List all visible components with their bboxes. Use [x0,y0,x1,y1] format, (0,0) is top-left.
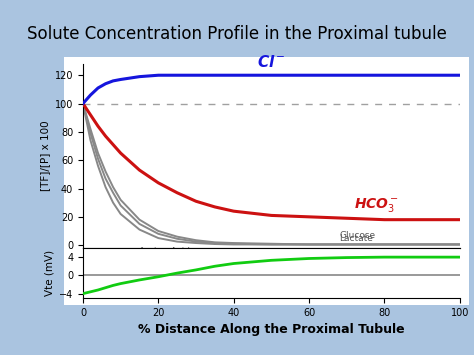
Text: Lactate: Lactate [339,234,373,244]
Text: Cl$^-$: Cl$^-$ [257,54,285,70]
Text: Solute Concentration Profile in the Proximal tubule: Solute Concentration Profile in the Prox… [27,25,447,43]
Text: Amino Acids: Amino Acids [139,247,195,256]
Y-axis label: Vte (mV): Vte (mV) [45,250,55,296]
Text: Glucose: Glucose [339,231,375,240]
Y-axis label: [TF]/[P] x 100: [TF]/[P] x 100 [41,121,51,191]
X-axis label: % Distance Along the Proximal Tubule: % Distance Along the Proximal Tubule [138,323,405,337]
Text: HCO$_3^-$: HCO$_3^-$ [354,196,399,214]
